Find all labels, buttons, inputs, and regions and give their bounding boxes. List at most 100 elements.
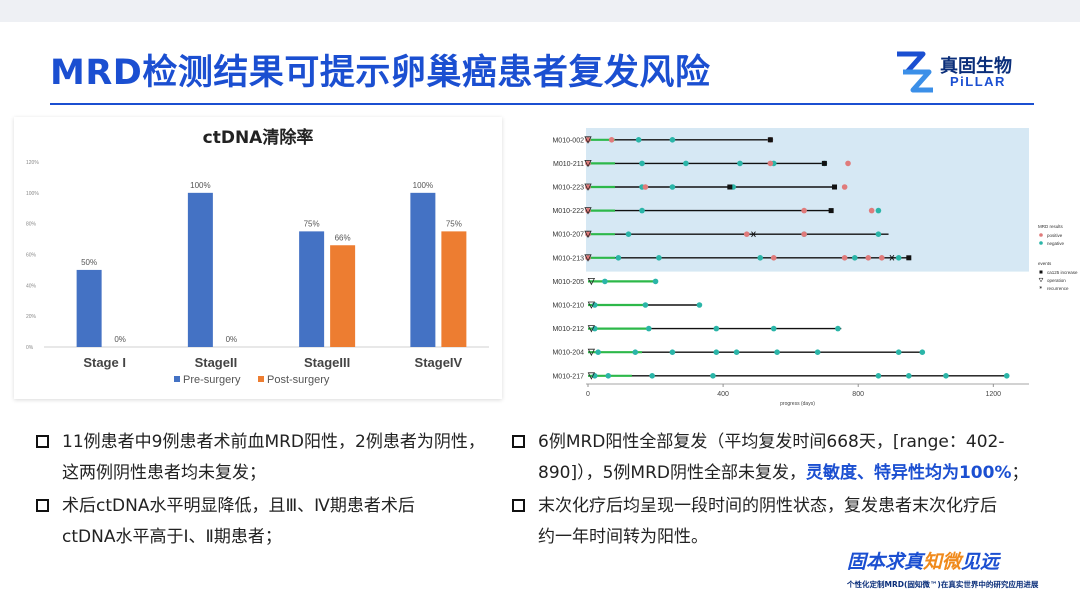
ca125-increase-mark: [821, 160, 827, 166]
x-tick-label: 400: [717, 391, 729, 398]
patient-label: M010-212: [552, 326, 584, 333]
patient-label: M010-210: [552, 303, 584, 310]
mrd-negative-point: [733, 349, 740, 355]
mrd-negative-point: [615, 255, 622, 261]
mrd-negative-point: [713, 349, 720, 355]
y-tick-label: 120%: [26, 160, 39, 166]
data-label: 66%: [335, 233, 351, 242]
recurrence-band: [586, 128, 1029, 272]
x-tick-label: 0: [586, 391, 590, 398]
mrd-negative-point: [625, 231, 632, 237]
patient-label: M010-204: [552, 350, 584, 357]
mrd-negative-point: [895, 349, 902, 355]
title-underline: [50, 103, 1034, 105]
mrd-negative-point: [602, 278, 608, 285]
bar: [187, 192, 213, 347]
mrd-positive-point: [585, 184, 591, 190]
legend-label: Pre-surgery: [183, 374, 241, 386]
mrd-negative-point: [906, 373, 912, 379]
slogan-part: 见远: [961, 551, 1000, 573]
mrd-positive-point: [585, 255, 591, 261]
y-tick-label: 60%: [26, 253, 37, 259]
y-tick-label: 40%: [26, 283, 37, 289]
bar-chart-svg: ctDNA清除率 0% 20% 40% 60% 80% 100% 120% 50% 0% Stage…: [26, 127, 489, 386]
data-label: 100%: [413, 181, 433, 190]
legend-swatch: [1039, 241, 1043, 245]
mrd-negative-point: [696, 302, 703, 308]
patient-label: M010-217: [552, 373, 584, 380]
mrd-positive-point: [801, 231, 807, 237]
x-axis-title: progress (days): [780, 401, 815, 407]
mrd-negative-point: [1003, 373, 1010, 379]
y-tick-label: 100%: [26, 191, 39, 197]
mrd-positive-point: [585, 160, 591, 167]
slogan-badge: 固本求真知微见远 个性化定制MRD(固知微™)在真实世界中的研究应用进展: [845, 547, 1050, 595]
legend-swatch: *: [1039, 286, 1042, 293]
mrd-negative-point: [895, 255, 902, 261]
mrd-negative-point: [595, 349, 601, 355]
mrd-negative-point: [875, 231, 882, 237]
x-tick-label: StageIV: [415, 355, 463, 370]
bullet-text: 约一年时间转为阳性。: [538, 527, 708, 547]
operation-mark: [584, 207, 592, 215]
bullet-text: 11例患者中9例患者术前血MRD阳性，2例患者为阴性，: [62, 432, 485, 452]
operation-mark: [587, 278, 596, 286]
operation-mark: [584, 230, 592, 239]
checkbox-square-icon: [512, 499, 525, 512]
bullet-text: ；: [1011, 463, 1029, 483]
patient-label: M010-207: [552, 232, 584, 239]
pillar-logo-icon: [897, 51, 933, 93]
legend-label: operation: [1047, 278, 1066, 283]
mrd-negative-point: [635, 137, 642, 143]
y-tick-label: 20%: [26, 314, 37, 320]
patient-label: M010-211: [553, 161, 584, 168]
slogan-part-accent: 知微: [923, 551, 962, 573]
mrd-positive-point: [845, 160, 851, 167]
mrd-positive-point: [767, 160, 774, 167]
mrd-timeline-chart: 0 400 800 1200 progress (days) M010-002 M010-2…: [522, 122, 1080, 407]
mrd-positive-point: [770, 255, 777, 261]
mrd-negative-point: [875, 207, 882, 214]
mrd-positive-point: [865, 255, 872, 261]
mrd-negative-point: [669, 184, 676, 190]
ctdna-clearance-chart: ctDNA清除率 0% 20% 40% 60% 80% 100% 120% 50% 0% Stage…: [14, 117, 502, 399]
x-tick-label: 1200: [985, 391, 1001, 398]
mrd-negative-point: [835, 325, 841, 332]
x-tick-label: StageIII: [304, 355, 350, 370]
mrd-negative-point: [713, 325, 720, 332]
x-tick-label: Stage I: [83, 355, 126, 370]
slogan-title: 固本求真知微见远: [847, 547, 999, 574]
ca125-increase-mark: [906, 255, 912, 261]
legend-swatch: [258, 376, 264, 382]
patient-label: M010-002: [552, 137, 584, 144]
mrd-negative-point: [669, 349, 676, 355]
patient-label: M010-213: [552, 255, 584, 262]
legend-label: positive: [1047, 233, 1063, 238]
operation-mark: [584, 136, 592, 144]
operation-mark: [587, 301, 596, 309]
legend-label: recurrence: [1047, 286, 1069, 291]
mrd-negative-point: [757, 255, 764, 261]
slide-title: MRD检测结果可提示卵巢癌患者复发风险: [50, 53, 711, 93]
mrd-negative-point: [851, 255, 858, 261]
mrd-negative-point: [649, 373, 655, 379]
mrd-negative-point: [639, 207, 645, 214]
bar: [441, 231, 467, 347]
legend-swatch: [1039, 233, 1043, 237]
ca125-increase-mark: [832, 184, 838, 190]
recurrence-mark: [751, 231, 756, 238]
bullet-text-line: 890]），5例MRD阴性全部未复发，灵敏度、特异性均为100%；: [538, 458, 1029, 489]
ca125-increase-mark: [767, 137, 773, 143]
mrd-negative-point: [875, 373, 882, 379]
mrd-negative-point: [683, 160, 689, 167]
logo-name-cn: 真固生物: [940, 56, 1012, 77]
chart-title: ctDNA清除率: [203, 127, 314, 148]
legend-label: negative: [1047, 241, 1065, 246]
mrd-negative-point: [669, 137, 676, 143]
checkbox-square-icon: [36, 499, 49, 512]
data-label: 100%: [190, 181, 210, 190]
bar: [330, 245, 356, 347]
patient-label: M010-223: [552, 185, 584, 192]
legend-title: MRD results: [1038, 224, 1064, 229]
bar: [76, 269, 102, 347]
